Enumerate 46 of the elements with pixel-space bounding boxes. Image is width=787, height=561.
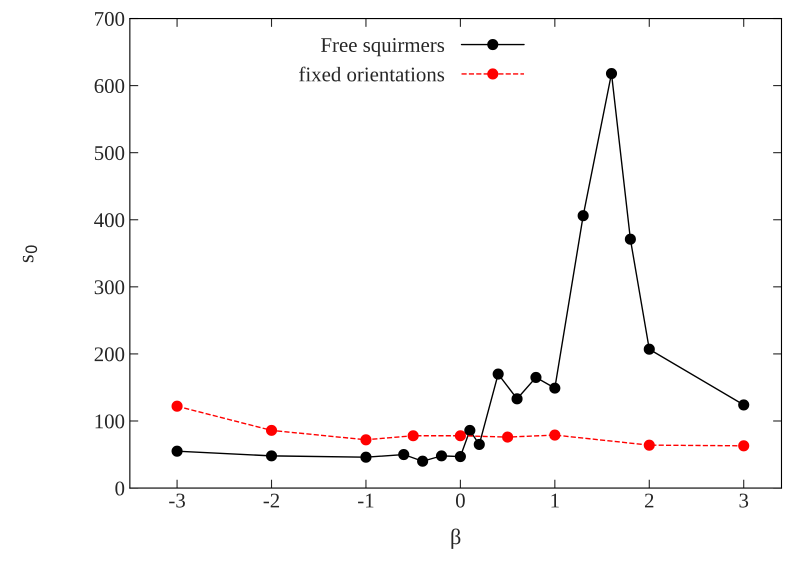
y-tick-label: 500 — [94, 146, 124, 160]
point — [512, 393, 523, 404]
x-tick-label: -1 — [358, 494, 374, 508]
point — [578, 210, 589, 222]
point — [502, 432, 514, 443]
x-tick-label: -3 — [169, 494, 185, 508]
point — [398, 448, 410, 460]
point — [266, 450, 278, 462]
point — [549, 382, 560, 394]
y-tick-label: 300 — [94, 280, 124, 294]
point — [474, 438, 485, 450]
point — [624, 234, 636, 245]
point — [644, 344, 655, 355]
point — [738, 440, 750, 452]
x-tick-label: 0 — [456, 494, 465, 508]
point — [266, 424, 278, 436]
point — [360, 452, 372, 463]
y-tick-label: 700 — [95, 12, 124, 26]
point — [454, 430, 466, 442]
point — [464, 424, 476, 436]
point — [172, 400, 183, 412]
point — [454, 450, 466, 462]
x-axis-title: β — [451, 528, 460, 549]
y-tick-label: 400 — [94, 213, 124, 228]
y-tick-label: 100 — [96, 414, 124, 428]
y-tick-label: 0 — [115, 481, 124, 496]
point — [360, 434, 372, 446]
point — [492, 368, 504, 380]
x-tick-label: -2 — [264, 494, 280, 508]
point — [549, 430, 560, 441]
point — [530, 372, 542, 383]
point — [644, 440, 655, 451]
x-tick-label: 1 — [551, 494, 559, 508]
y-tick-label: 600 — [94, 78, 124, 94]
point — [172, 446, 183, 457]
y-axis-title: s$_{0}$ — [22, 245, 38, 262]
point — [436, 450, 448, 462]
point — [408, 430, 419, 442]
x-tick-label: 2 — [644, 494, 654, 508]
x-tick-label: 3 — [740, 494, 748, 508]
point — [738, 399, 750, 410]
y-tick-label: 200 — [94, 347, 124, 362]
point — [606, 68, 618, 80]
legend-label: fixed orientations — [299, 66, 444, 82]
point — [417, 456, 428, 467]
legend-label: Free squirmers — [321, 38, 444, 56]
